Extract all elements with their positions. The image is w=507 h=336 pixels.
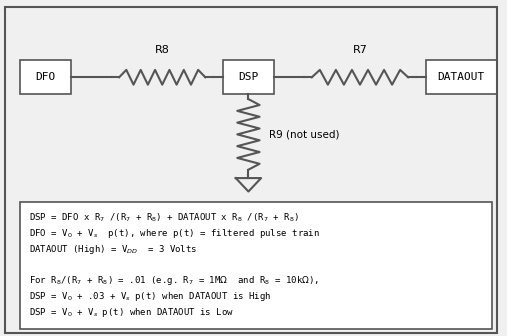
Text: R8: R8 bbox=[155, 45, 170, 55]
Text: DSP = DFO x R$_7$ /(R$_7$ + R$_8$) + DATAOUT x R$_8$ /(R$_7$ + R$_8$): DSP = DFO x R$_7$ /(R$_7$ + R$_8$) + DAT… bbox=[29, 211, 300, 223]
Text: DSP = V$_0$ + .03 + V$_s$ p(t) when DATAOUT is High: DSP = V$_0$ + .03 + V$_s$ p(t) when DATA… bbox=[29, 290, 272, 303]
Text: For R$_8$/(R$_7$ + R$_8$) = .01 (e.g. R$_7$ = 1M$\Omega$  and R$_8$ = 10k$\Omega: For R$_8$/(R$_7$ + R$_8$) = .01 (e.g. R$… bbox=[29, 274, 319, 287]
Text: DSP: DSP bbox=[238, 72, 259, 82]
Text: R9 (not used): R9 (not used) bbox=[269, 129, 339, 139]
Text: DFO: DFO bbox=[35, 72, 56, 82]
Text: DSP = V$_0$ + V$_s$ p(t) when DATAOUT is Low: DSP = V$_0$ + V$_s$ p(t) when DATAOUT is… bbox=[29, 306, 234, 319]
Text: DFO = V$_0$ + V$_s$  p(t), where p(t) = filtered pulse train: DFO = V$_0$ + V$_s$ p(t), where p(t) = f… bbox=[29, 227, 320, 240]
FancyBboxPatch shape bbox=[20, 202, 492, 329]
FancyBboxPatch shape bbox=[223, 60, 274, 94]
Text: DATAOUT: DATAOUT bbox=[438, 72, 485, 82]
Text: DATAOUT (High) = V$_{DD}$  = 3 Volts: DATAOUT (High) = V$_{DD}$ = 3 Volts bbox=[29, 243, 198, 256]
FancyBboxPatch shape bbox=[426, 60, 497, 94]
FancyBboxPatch shape bbox=[20, 60, 71, 94]
Text: R7: R7 bbox=[352, 45, 368, 55]
